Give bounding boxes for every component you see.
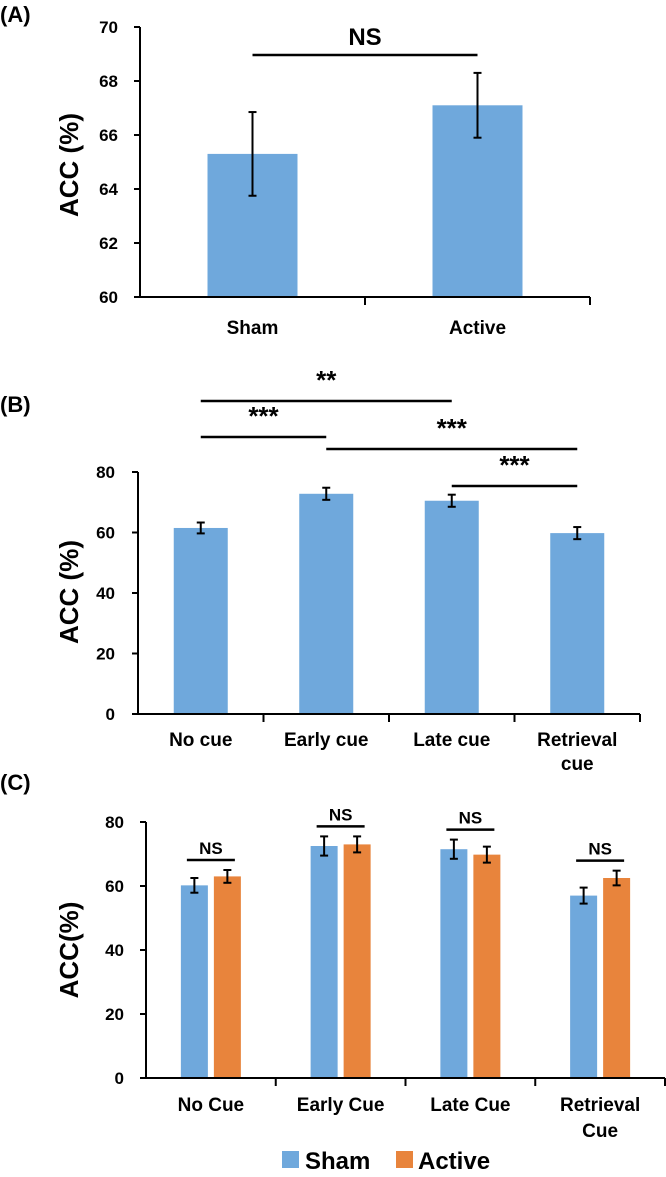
panel-a: (A) ACC (%) 60 62 64 66 68 70 NS Sham Active — [0, 2, 591, 339]
panel-c-y-ticks: 0 20 40 60 80 — [105, 813, 146, 1088]
bar — [550, 533, 605, 714]
y-tick-label: 60 — [105, 877, 124, 896]
y-tick-label: 80 — [105, 813, 124, 832]
x-category-label: No Cue — [178, 1095, 245, 1116]
panel-a-axes — [139, 27, 590, 298]
y-tick-label: 64 — [99, 180, 118, 199]
panel-a-y-ticks: 60 62 64 66 68 70 — [99, 18, 140, 307]
panel-a-x-ticks: Sham Active — [227, 297, 591, 339]
y-tick-label: 62 — [99, 234, 118, 253]
bar-sham — [310, 846, 338, 1078]
bar — [424, 500, 479, 714]
x-category-label: No cue — [169, 730, 232, 751]
legend-label-sham: Sham — [305, 1148, 370, 1175]
significance-label: NS — [199, 839, 223, 858]
significance-label: NS — [329, 805, 353, 824]
panel-b-bars — [173, 486, 605, 714]
y-tick-label: 40 — [96, 584, 115, 603]
x-category-label: Sham — [227, 318, 279, 339]
y-tick-label: 66 — [99, 126, 118, 145]
bar-active — [603, 878, 631, 1078]
y-tick-label: 68 — [99, 72, 118, 91]
significance-label: *** — [248, 401, 279, 431]
panel-c-y-axis-label: ACC(%) — [54, 902, 84, 999]
y-tick-label: 60 — [96, 524, 115, 543]
legend-swatch-sham — [282, 1151, 299, 1168]
significance-label: NS — [588, 840, 612, 859]
bar-active — [213, 876, 241, 1078]
panel-b-y-ticks: 0 20 40 60 80 — [96, 463, 138, 724]
bar-sham — [440, 849, 468, 1078]
bar-sham — [570, 895, 598, 1078]
panel-a-bars — [207, 71, 523, 297]
significance-label: *** — [437, 413, 468, 443]
bar-active — [343, 844, 371, 1078]
x-category-label: Retrieval Cue — [560, 1095, 640, 1142]
legend-swatch-active — [396, 1151, 413, 1168]
panel-c-axes — [145, 822, 665, 1079]
significance-label: NS — [459, 809, 483, 828]
significance-label: NS — [348, 24, 381, 51]
panel-a-label: (A) — [0, 2, 31, 27]
panel-c-bars — [180, 835, 631, 1078]
x-category-label: Active — [449, 318, 506, 339]
y-tick-label: 20 — [105, 1005, 124, 1024]
x-category-label: Early Cue — [297, 1095, 385, 1116]
panel-c-legend: Sham Active — [282, 1148, 490, 1175]
y-tick-label: 20 — [96, 645, 115, 664]
x-category-label: Late cue — [413, 730, 490, 751]
legend-label-active: Active — [418, 1148, 490, 1175]
y-tick-label: 0 — [115, 1069, 124, 1088]
y-tick-label: 0 — [106, 705, 115, 724]
y-tick-label: 70 — [99, 18, 118, 37]
bar — [173, 527, 228, 714]
panel-b-y-axis-label: ACC (%) — [54, 540, 84, 644]
significance-label: *** — [499, 450, 530, 480]
bar-sham — [180, 885, 208, 1078]
x-category-label: Retrieval cue — [537, 730, 617, 775]
panel-b-axes — [137, 472, 640, 715]
panel-a-significance: NS — [252, 24, 478, 57]
y-tick-label: 60 — [99, 288, 118, 307]
panel-b-label: (B) — [0, 392, 31, 417]
panel-c: (C) ACC(%) 0 20 40 60 80 NS NS NS NS No Cue Earl… — [0, 770, 666, 1175]
panel-a-y-axis-label: ACC (%) — [54, 113, 84, 217]
significance-label: ** — [316, 365, 337, 395]
panel-c-label: (C) — [0, 770, 31, 795]
x-category-label: Early cue — [284, 730, 369, 751]
bar-active — [473, 854, 501, 1078]
y-tick-label: 80 — [96, 463, 115, 482]
panel-b-significance: ***** ****** — [200, 365, 578, 488]
panel-c-x-ticks: No Cue Early Cue Late Cue Retrieval Cue — [178, 1078, 666, 1142]
panel-b-x-ticks: No cue Early cue Late cue Retrieval cue — [169, 714, 641, 775]
panel-c-significance: NS NS NS NS — [186, 805, 625, 862]
x-category-label: Late Cue — [430, 1095, 510, 1116]
bar — [299, 493, 354, 714]
y-tick-label: 40 — [105, 941, 124, 960]
